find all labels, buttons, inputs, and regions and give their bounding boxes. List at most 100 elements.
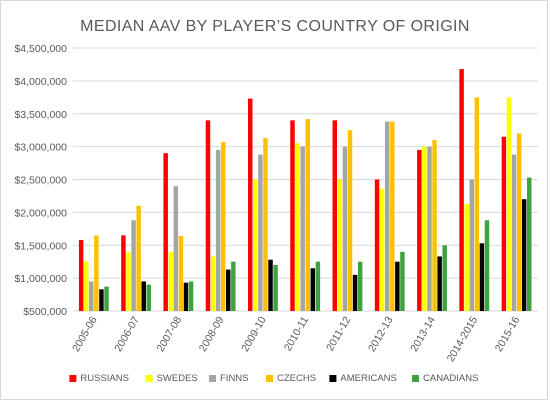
bar-canadians-2015-16 (527, 177, 532, 311)
bar-finns-2005-06 (89, 281, 94, 311)
x-tick-label: 2014-2015 (445, 314, 481, 364)
y-tick-label: $1,500,000 (14, 240, 67, 252)
y-axis: $500,000 $1,000,000 $1,500,000 $2,000,000 $2… (14, 43, 67, 318)
x-tick-label: 2015-16 (493, 314, 523, 354)
bar-swedes-2005-06 (83, 261, 89, 311)
bar-americans-2009-10 (268, 259, 273, 311)
bar-swedes-2009-10 (253, 179, 258, 311)
bar-swedes-2008-09 (210, 256, 216, 311)
legend-label-russians: RUSSIANS (80, 373, 129, 384)
x-tick-label: 2008-09 (197, 314, 227, 354)
bar-canadians-2007-08 (188, 281, 194, 311)
y-tick-label: $4,500,000 (14, 43, 67, 55)
bar-swedes-2015-16 (506, 97, 512, 311)
legend-swatch-swedes (145, 375, 153, 382)
legend: RUSSIANS SWEDES FINNS CZECHS AMERICANS CANADI… (69, 373, 478, 384)
bar-swedes-2014-2015 (464, 203, 469, 311)
bar-czechs-2006-07 (136, 205, 141, 311)
x-tick-label: 2009-10 (239, 314, 269, 354)
bar-russians-2010-11 (290, 120, 295, 311)
legend-label-swedes: SWEDES (157, 373, 198, 384)
x-tick-label: 2006-07 (112, 314, 142, 354)
bar-finns-2009-10 (258, 154, 263, 311)
bar-swedes-2010-11 (295, 143, 300, 311)
bar-finns-2006-07 (131, 220, 136, 311)
legend-label-americans: AMERICANS (340, 373, 396, 384)
bar-canadians-2012-13 (400, 251, 405, 311)
bar-finns-2007-08 (173, 186, 179, 311)
bar-americans-2005-06 (99, 289, 104, 311)
bar-czechs-2010-11 (305, 119, 310, 311)
bar-canadians-2010-11 (315, 261, 321, 311)
x-tick-label: 2012-13 (366, 314, 396, 354)
x-tick-label: 2010-11 (282, 314, 311, 353)
legend-swatch-americans (329, 375, 337, 382)
legend-swatch-czechs (266, 375, 273, 382)
bar-russians-2008-09 (205, 120, 211, 311)
bar-czechs-2009-10 (263, 138, 268, 311)
bar-finns-2011-12 (342, 146, 348, 312)
bar-finns-2014-2015 (469, 179, 474, 311)
bar-finns-2008-09 (215, 149, 221, 311)
bar-russians-2006-07 (121, 235, 126, 311)
x-tick-label: 2007-08 (155, 314, 185, 354)
bar-finns-2012-13 (384, 121, 390, 311)
chart-title: MEDIAN AAV BY PLAYER’S COUNTRY OF ORIGIN (80, 18, 470, 35)
x-axis: 2005-06 2006-07 2007-08 2008-09 2009-10 2010-… (70, 314, 522, 364)
bar-russians-2009-10 (248, 98, 253, 311)
y-tick-label: $2,500,000 (14, 175, 67, 187)
bar-americans-2008-09 (226, 269, 231, 311)
bar-swedes-2012-13 (379, 188, 385, 311)
bar-americans-2015-16 (521, 199, 527, 311)
bar-americans-2013-14 (437, 256, 442, 311)
bar-canadians-2014-2015 (484, 220, 490, 311)
bar-russians-2007-08 (163, 153, 168, 311)
bar-swedes-2007-08 (168, 251, 174, 311)
bar-americans-2012-13 (395, 261, 400, 311)
bar-finns-2015-16 (511, 154, 517, 311)
bar-russians-2012-13 (374, 179, 380, 311)
bar-canadians-2011-12 (357, 261, 363, 311)
legend-label-czechs: CZECHS (277, 373, 316, 384)
bar-canadians-2006-07 (146, 284, 152, 311)
bar-americans-2006-07 (141, 281, 146, 311)
x-tick-label: 2011-12 (324, 314, 353, 353)
bar-czechs-2012-13 (390, 121, 395, 311)
bar-czechs-2011-12 (347, 130, 353, 311)
y-tick-label: $3,000,000 (14, 142, 67, 154)
bar-swedes-2011-12 (337, 179, 343, 311)
bar-czechs-2008-09 (220, 142, 226, 311)
bar-czechs-2005-06 (94, 235, 99, 311)
x-tick-label: 2005-06 (70, 314, 100, 354)
bar-canadians-2009-10 (273, 264, 278, 311)
legend-swatch-finns (209, 375, 216, 382)
bar-russians-2015-16 (501, 136, 507, 311)
legend-label-canadians: CANADIANS (423, 373, 478, 384)
bar-canadians-2008-09 (231, 261, 236, 311)
bar-finns-2010-11 (300, 146, 305, 312)
bar-americans-2014-2015 (479, 243, 485, 311)
bar-russians-2014-2015 (459, 69, 464, 311)
y-tick-label: $2,000,000 (14, 207, 67, 219)
y-tick-label: $1,000,000 (14, 273, 67, 285)
y-tick-label: $3,500,000 (14, 109, 67, 121)
bar-americans-2007-08 (183, 282, 189, 311)
bar-swedes-2013-14 (422, 146, 427, 312)
legend-swatch-russians (69, 375, 77, 382)
x-tick-label: 2013-14 (408, 314, 438, 354)
y-tick-label: $500,000 (23, 306, 67, 318)
bar-czechs-2015-16 (516, 133, 522, 311)
bar-swedes-2006-07 (126, 251, 131, 311)
bar-czechs-2007-08 (178, 236, 184, 311)
legend-label-finns: FINNS (220, 373, 249, 384)
bar-americans-2011-12 (352, 274, 358, 311)
bar-russians-2011-12 (332, 120, 338, 311)
bar-canadians-2005-06 (104, 286, 109, 311)
bar-czechs-2013-14 (432, 140, 437, 311)
bar-czechs-2014-2015 (474, 97, 480, 311)
bar-canadians-2013-14 (442, 245, 447, 311)
bar-americans-2010-11 (310, 268, 316, 311)
bar-finns-2013-14 (427, 146, 432, 312)
